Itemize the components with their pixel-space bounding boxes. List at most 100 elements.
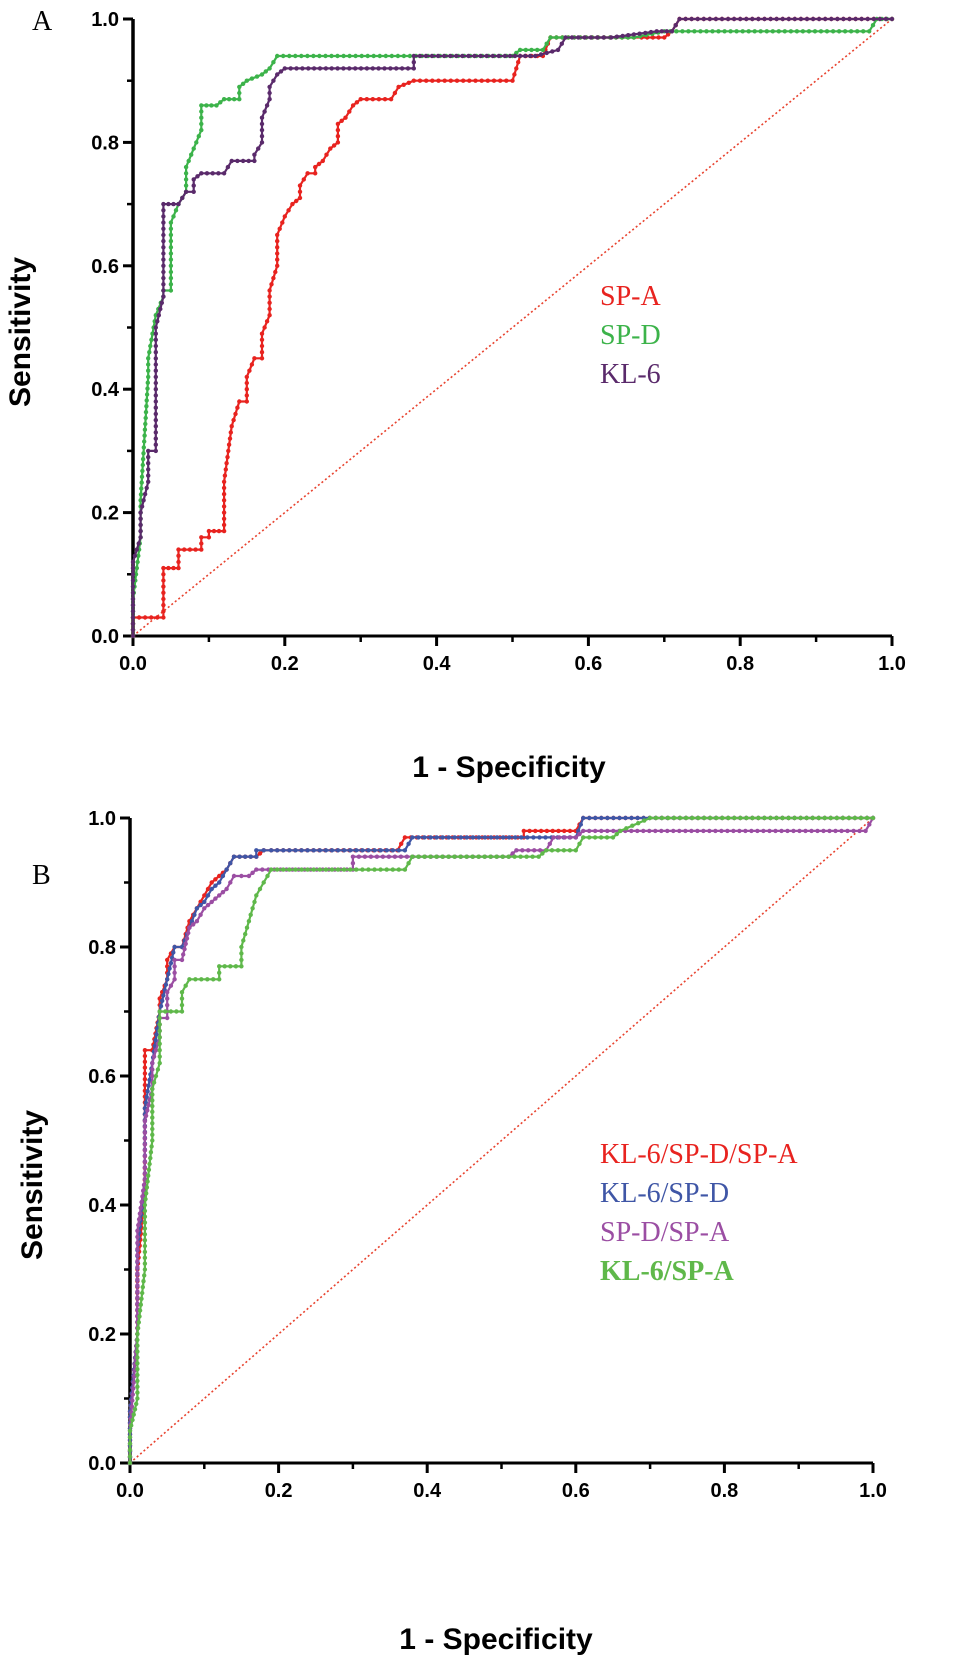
- panel-a-point-kl-6: [191, 189, 196, 194]
- panel-b-point-kl-6-sp-a: [512, 854, 517, 859]
- panel-b-point-kl-6-sp-a: [543, 848, 549, 853]
- panel-a-y-tick-label: 0.2: [91, 503, 119, 525]
- panel-b-point-sp-d-sp-a: [135, 1277, 140, 1282]
- panel-a-point-sp-d: [317, 53, 322, 59]
- panel-a-point-sp-a: [264, 319, 270, 324]
- panel-b-point-sp-d-sp-a: [246, 873, 252, 879]
- panel-a-point-sp-d: [529, 47, 534, 53]
- panel-a-point-sp-a: [313, 164, 318, 170]
- panel-b-x-tick-label: 0.2: [265, 1480, 293, 1502]
- panel-b-point-kl-6-sp-a: [150, 1086, 155, 1092]
- panel-b-point-sp-d-sp-a: [362, 854, 368, 859]
- panel-b-point-sp-d-sp-a: [839, 828, 844, 834]
- panel-a-point-kl-6: [221, 171, 227, 176]
- panel-a-point-kl-6: [153, 411, 158, 417]
- panel-b-point-kl-6-sp-d: [531, 835, 536, 840]
- panel-b-point-sp-d-sp-a: [142, 1165, 148, 1170]
- panel-a-point-kl-6: [183, 189, 189, 194]
- panel-a-point-kl-6: [161, 220, 166, 225]
- panel-a-point-kl-6: [130, 584, 136, 589]
- panel-a-point-sp-d: [237, 97, 242, 102]
- panel-a-point-sp-a: [221, 491, 227, 497]
- panel-b-point-sp-d-sp-a: [785, 828, 790, 834]
- panel-b-point-sp-d-sp-a: [129, 1404, 135, 1409]
- panel-b-point-kl-6-sp-d-sp-a: [142, 1071, 148, 1076]
- panel-b-point-kl-6-sp-a: [148, 1155, 153, 1161]
- panel-a-point-sp-d: [139, 480, 144, 485]
- panel-a-point-kl-6: [804, 16, 810, 22]
- panel-b-point-sp-d-sp-a: [725, 828, 730, 834]
- panel-a-point-sp-a: [149, 615, 154, 620]
- panel-b-point-sp-d-sp-a: [514, 848, 519, 853]
- panel-a-point-kl-6: [235, 158, 240, 164]
- panel-a-legend-kl-6: KL-6: [600, 359, 661, 390]
- panel-a-point-kl-6: [130, 621, 136, 626]
- panel-b-point-kl-6-sp-d: [611, 815, 616, 821]
- panel-b-point-kl-6-sp-a: [138, 1302, 143, 1307]
- panel-a-point-sp-a: [448, 78, 453, 83]
- panel-a-point-kl-6: [153, 368, 158, 373]
- panel-b-point-sp-d-sp-a: [641, 828, 646, 834]
- panel-a-point-sp-d: [168, 282, 174, 287]
- panel-b-point-kl-6-sp-a: [135, 1355, 140, 1360]
- panel-b-point-sp-d-sp-a: [779, 828, 784, 834]
- panel-a-point-sp-d: [540, 47, 546, 53]
- panel-b-point-sp-d-sp-a: [135, 1289, 140, 1294]
- panel-b-point-sp-d-sp-a: [135, 1246, 140, 1252]
- panel-a-point-sp-d: [199, 115, 204, 120]
- panel-a-point-sp-d: [135, 559, 140, 565]
- panel-a-point-kl-6: [517, 53, 523, 59]
- panel-b-point-kl-6-sp-a: [187, 977, 192, 982]
- panel-b-point-kl-6-sp-a: [174, 1009, 179, 1014]
- panel-a-point-kl-6: [695, 16, 700, 22]
- panel-b-point-sp-d-sp-a: [205, 902, 211, 908]
- panel-a-point-sp-d: [140, 462, 145, 468]
- panel-a-point-kl-6: [199, 171, 204, 176]
- panel-a-point-kl-6: [411, 53, 416, 59]
- panel-a-point-kl-6: [252, 152, 257, 157]
- panel-a-point-sp-a: [229, 424, 234, 429]
- panel-b-point-kl-6-sp-a: [157, 1009, 162, 1014]
- panel-a-point-kl-6: [161, 232, 166, 238]
- panel-b-point-sp-d-sp-a: [611, 828, 616, 834]
- panel-b-point-kl-6-sp-d: [194, 906, 200, 911]
- panel-b-point-kl-6-sp-a: [142, 1208, 148, 1214]
- panel-a-point-kl-6: [138, 535, 143, 540]
- panel-b-reference-line: [129, 817, 874, 1464]
- panel-a-point-kl-6: [376, 66, 381, 71]
- panel-a-point-sp-d: [150, 331, 155, 336]
- panel-b-point-kl-6-sp-a: [581, 835, 586, 840]
- panel-b-point-sp-d-sp-a: [135, 1301, 140, 1306]
- panel-b-point-kl-6-sp-a: [254, 893, 259, 898]
- panel-b-point-kl-6-sp-d: [635, 815, 640, 821]
- panel-b-point-kl-6-sp-d-sp-a: [142, 1053, 148, 1059]
- panel-a-point-kl-6: [153, 448, 158, 454]
- panel-b-point-kl-6-sp-d: [323, 848, 329, 853]
- panel-b-point-kl-6-sp-a: [127, 1460, 133, 1466]
- panel-b-point-kl-6-sp-a: [217, 977, 222, 982]
- panel-b-point-kl-6-sp-d: [402, 848, 408, 853]
- panel-b-point-kl-6-sp-a: [142, 1261, 148, 1266]
- panel-b-point-sp-d-sp-a: [135, 1240, 140, 1246]
- panel-b-point-kl-6-sp-d: [578, 822, 583, 827]
- panel-a-point-kl-6: [146, 467, 151, 472]
- panel-a-y-tick-label: 1.0: [91, 9, 119, 31]
- panel-a-point-sp-d: [548, 35, 553, 40]
- panel-b-point-kl-6-sp-d-sp-a: [142, 1059, 148, 1065]
- panel-b-point-sp-d-sp-a: [168, 983, 174, 988]
- panel-b-point-kl-6-sp-d: [329, 848, 335, 853]
- panel-b-point-sp-d-sp-a: [220, 890, 226, 895]
- panel-a-point-sp-a: [382, 97, 388, 102]
- panel-b-point-kl-6-sp-d: [243, 854, 248, 859]
- panel-a-point-sp-a: [370, 97, 375, 102]
- panel-a-point-sp-a: [335, 140, 341, 145]
- panel-a-point-kl-6: [259, 115, 265, 120]
- panel-b-point-kl-6-sp-d: [228, 861, 233, 866]
- panel-b-point-sp-d-sp-a: [701, 828, 706, 834]
- panel-a-point-sp-d: [149, 337, 154, 342]
- panel-a-point-kl-6: [240, 158, 246, 164]
- panel-a-point-sp-d: [287, 53, 292, 59]
- panel-a-point-sp-a: [388, 97, 394, 102]
- panel-a-point-kl-6: [153, 337, 158, 342]
- panel-a-point-sp-a: [267, 288, 272, 293]
